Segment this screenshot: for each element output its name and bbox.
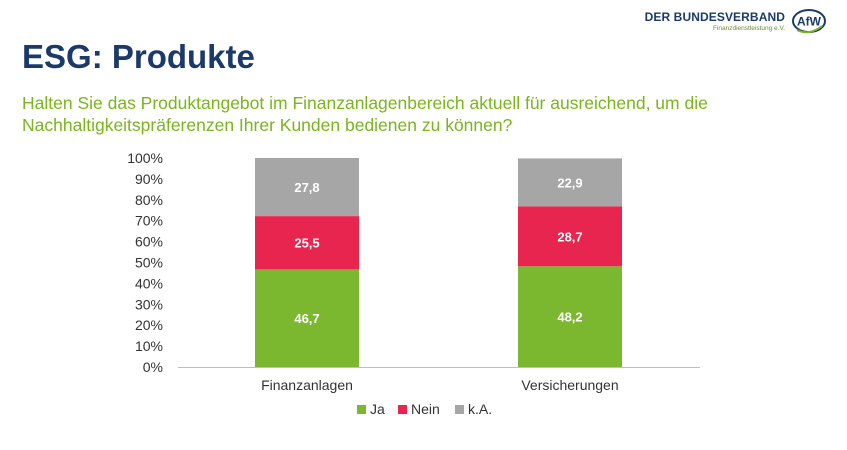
data-label: 27,8 [294,180,319,195]
bar-segment [255,216,359,270]
legend-swatch [398,405,407,414]
y-tick-label: 60% [135,234,163,250]
data-label: 28,7 [557,229,582,244]
y-tick-label: 90% [135,171,163,187]
data-label: 25,5 [294,236,319,251]
logo-name: DER BUNDESVERBAND [644,10,785,24]
bar-segment [518,158,622,207]
y-tick-label: 50% [135,255,163,271]
page-subtitle: Halten Sie das Produktangebot im Finanza… [22,93,708,135]
legend-label: Nein [411,401,440,417]
y-tick-label: 40% [135,275,163,291]
legend-label: k.A. [468,401,492,417]
y-tick-label: 10% [135,338,163,354]
data-label: 22,9 [557,175,582,190]
logo-subtitle: Finanzdienstleistung e.V. [712,25,785,32]
x-category-label: Finanzanlagen [261,377,353,393]
y-tick-label: 70% [135,213,163,229]
legend-swatch [455,405,464,414]
data-label: 46,7 [294,311,319,326]
x-category-label: Versicherungen [521,377,618,393]
logo: DER BUNDESVERBAND Finanzdienstleistung e… [645,8,827,34]
bar-segment [255,269,359,367]
bar-segment [255,158,359,217]
y-tick-label: 100% [127,150,163,166]
legend-label: Ja [370,401,385,417]
bar-segment [518,206,622,267]
y-tick-label: 20% [135,317,163,333]
y-tick-label: 0% [143,359,163,375]
logo-badge-text: AfW [797,15,822,29]
y-tick-label: 30% [135,296,163,312]
legend-swatch [357,405,366,414]
data-label: 48,2 [557,310,582,325]
page-title: ESG: Produkte [22,38,255,75]
bar-segment [518,266,622,367]
afw-logo-icon: AfW [792,9,826,34]
y-tick-label: 80% [135,192,163,208]
